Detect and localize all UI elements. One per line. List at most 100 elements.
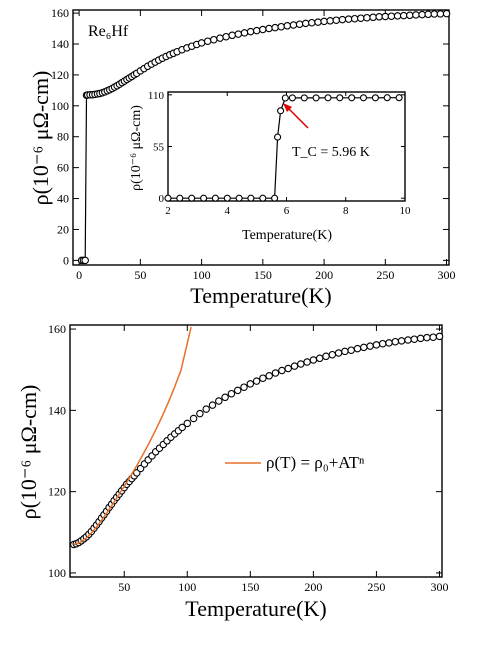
inset-data-point xyxy=(277,107,285,115)
inset-data-point xyxy=(200,194,208,202)
top-data-point xyxy=(252,26,261,35)
top-x-axis-label: Temperature(K) xyxy=(190,283,331,308)
fit-curve xyxy=(73,326,192,546)
bottom-data-point xyxy=(328,350,337,359)
inset-data-point xyxy=(188,194,196,202)
bottom-data-point xyxy=(397,337,406,345)
tc-annotation: T_C = 5.96 K xyxy=(292,145,370,160)
top-y-tick-label: 40 xyxy=(57,192,69,206)
bottom-data-point xyxy=(435,332,444,341)
inset-data-point xyxy=(247,194,255,202)
top-data-point xyxy=(338,15,347,24)
top-y-axis-label: ρ(10⁻⁶ μΩ-cm) xyxy=(28,71,53,206)
bottom-data-point xyxy=(189,414,198,423)
top-data-point xyxy=(301,19,310,28)
bottom-data-point xyxy=(391,337,400,346)
inset-x-tick-label: 4 xyxy=(225,205,231,217)
top-data-point xyxy=(406,11,414,20)
inset-y-tick-label: 0 xyxy=(159,193,165,205)
bottom-data-point xyxy=(309,356,318,364)
bottom-data-point xyxy=(246,380,255,388)
top-y-tick-label: 140 xyxy=(51,37,69,51)
inset-x-tick-label: 8 xyxy=(343,205,349,217)
bottom-data-point xyxy=(404,336,412,344)
top-data-point xyxy=(308,18,316,27)
top-y-tick-label: 0 xyxy=(63,253,69,267)
top-data-point xyxy=(240,29,249,37)
inset-chart: 2 4 6 8 10 0 55 110 Temperature(K) ρ(10⁻⁶ μΩ-c… xyxy=(129,90,411,243)
bottom-data-point xyxy=(271,369,280,377)
top-data-point xyxy=(234,30,243,38)
sample-label: Re₆Hf xyxy=(88,23,129,40)
bottom-data-point xyxy=(240,383,248,391)
inset-data-point xyxy=(259,194,267,202)
bottom-data-point xyxy=(265,372,273,380)
top-data-point xyxy=(289,21,298,29)
bottom-data-point xyxy=(227,389,236,398)
bottom-data-point xyxy=(372,341,381,349)
top-data-point xyxy=(283,22,292,30)
top-data-point xyxy=(375,13,383,21)
top-y-tick-label: 60 xyxy=(57,161,69,175)
bottom-data-point xyxy=(297,360,305,368)
bottom-data-point xyxy=(341,347,349,356)
bottom-x-tick-label: 300 xyxy=(430,580,448,594)
bottom-data-point xyxy=(221,393,229,402)
bottom-x-tick-label: 200 xyxy=(304,580,322,594)
top-data-point xyxy=(222,32,230,41)
inset-data-point xyxy=(271,194,279,202)
inset-data-point xyxy=(371,94,379,102)
top-y-tick-label: 100 xyxy=(51,99,69,113)
top-data-point xyxy=(332,16,341,24)
bottom-data-point xyxy=(202,405,210,413)
top-data-point xyxy=(210,35,218,44)
top-data-point xyxy=(314,18,322,26)
inset-y-tick-label: 110 xyxy=(148,90,165,102)
bottom-data-point xyxy=(233,386,242,395)
bottom-data-point xyxy=(423,333,431,342)
top-data-point xyxy=(412,11,420,19)
top-x-tick-label: 0 xyxy=(76,268,82,282)
bottom-data-point xyxy=(416,334,425,343)
inset-data-point xyxy=(348,94,356,102)
bottom-data-point xyxy=(252,377,261,385)
top-data-point xyxy=(259,25,267,34)
tc-arrow-head xyxy=(283,103,292,112)
bottom-data-point xyxy=(208,401,217,409)
top-data-points xyxy=(77,9,451,265)
bottom-data-point xyxy=(385,339,393,347)
top-data-point xyxy=(246,27,255,36)
bottom-data-point xyxy=(284,364,292,373)
bottom-data-point xyxy=(322,352,330,361)
top-data-point xyxy=(381,12,390,21)
bottom-data-point xyxy=(278,366,286,375)
bottom-data-point xyxy=(347,346,355,354)
top-data-point xyxy=(399,11,408,20)
top-data-point xyxy=(326,17,334,25)
inset-data-point xyxy=(235,194,243,202)
inset-data-point xyxy=(288,94,296,102)
top-y-tick-label: 20 xyxy=(57,222,69,236)
top-data-point xyxy=(357,14,365,22)
bottom-data-point xyxy=(290,362,299,370)
top-data-point xyxy=(430,10,439,18)
top-data-point xyxy=(203,37,212,45)
top-data-point xyxy=(271,23,279,32)
inset-data-point xyxy=(176,194,184,202)
bottom-x-ticks: 50 100 150 200 250 300 xyxy=(118,325,448,594)
bottom-data-point xyxy=(353,344,362,353)
top-chart: 0 50 100 150 200 250 300 020406080100120140160… xyxy=(28,6,456,308)
bottom-y-ticks: 100 120 140 160 xyxy=(48,322,442,580)
top-data-point xyxy=(387,12,396,20)
inset-data-point xyxy=(164,194,172,202)
legend-label: ρ(T) = ρ₀+ATⁿ xyxy=(266,453,365,472)
bottom-data-point xyxy=(429,333,437,341)
inset-data-point xyxy=(359,94,368,102)
bottom-y-tick-label: 100 xyxy=(48,566,66,580)
inset-data-point xyxy=(312,94,320,102)
top-plot-frame xyxy=(72,9,450,266)
inset-data-point xyxy=(383,94,391,102)
bottom-data-point xyxy=(196,409,204,418)
